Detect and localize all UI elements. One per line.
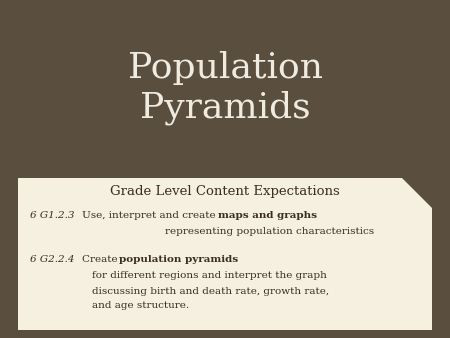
Text: 6 G1.2.3: 6 G1.2.3 xyxy=(30,212,78,220)
Text: and age structure.: and age structure. xyxy=(92,301,189,311)
Text: Use, interpret and create: Use, interpret and create xyxy=(82,212,219,220)
Text: population pyramids: population pyramids xyxy=(119,256,238,265)
Text: for different regions and interpret the graph: for different regions and interpret the … xyxy=(92,271,327,281)
Text: maps and graphs: maps and graphs xyxy=(218,212,317,220)
Text: Create: Create xyxy=(82,256,121,265)
Text: discussing birth and death rate, growth rate,: discussing birth and death rate, growth … xyxy=(92,287,329,295)
Text: representing population characteristics: representing population characteristics xyxy=(166,227,374,237)
Text: 6 G2.2.4: 6 G2.2.4 xyxy=(30,256,78,265)
Text: Grade Level Content Expectations: Grade Level Content Expectations xyxy=(110,186,340,198)
Text: Population
Pyramids: Population Pyramids xyxy=(127,51,323,125)
Polygon shape xyxy=(18,178,432,330)
